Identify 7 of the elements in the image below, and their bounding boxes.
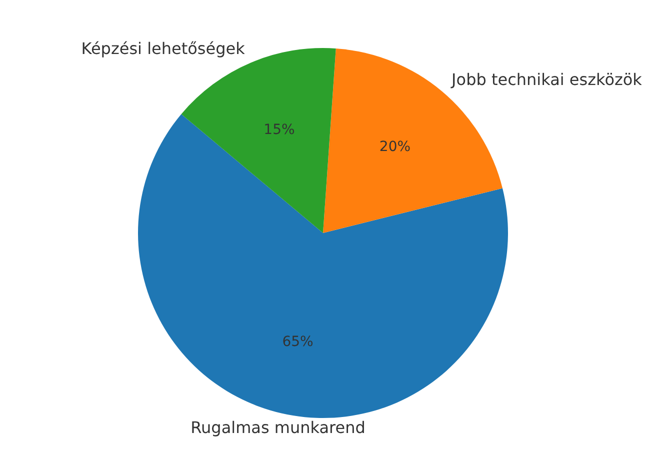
data-label: 15% xyxy=(264,122,295,138)
slice-label: Képzési lehetőségek xyxy=(81,38,246,58)
slice-label: Rugalmas munkarend xyxy=(190,418,366,437)
data-label: 20% xyxy=(379,139,411,156)
data-label: 65% xyxy=(282,334,314,350)
slice-label: Jobb technikai eszközök xyxy=(450,70,643,89)
pie-slice xyxy=(138,114,508,418)
